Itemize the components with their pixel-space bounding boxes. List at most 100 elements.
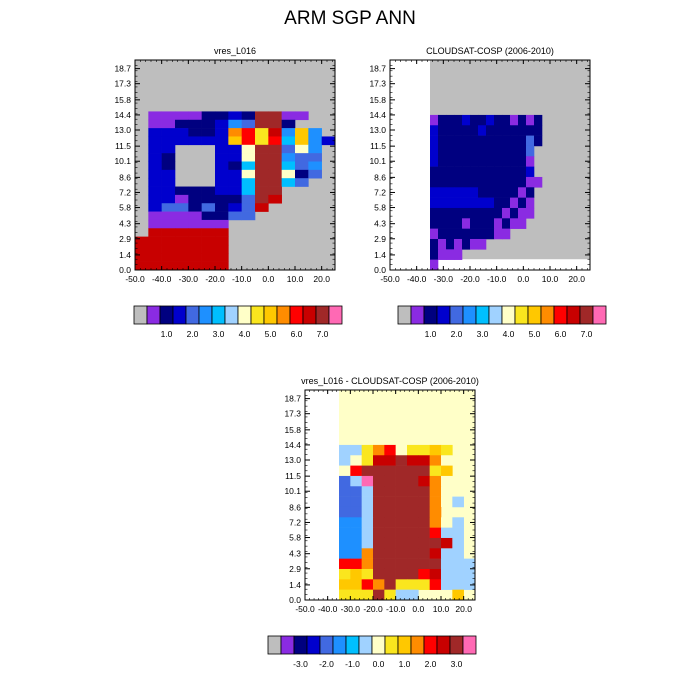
- heatmap-cell: [373, 517, 385, 528]
- heatmap-cell: [339, 465, 351, 477]
- heatmap-cell: [441, 537, 453, 549]
- heatmap-cell: [494, 197, 503, 209]
- heatmap-cell: [462, 114, 471, 126]
- heatmap-cell: [395, 496, 408, 508]
- x-tick-label: 10.0: [287, 274, 304, 284]
- heatmap-cell: [215, 153, 229, 162]
- heatmap-cell: [470, 135, 479, 147]
- heatmap-cell: [441, 548, 453, 559]
- panel-title: CLOUDSAT-COSP (2006-2010): [426, 46, 554, 56]
- heatmap-cell: [454, 135, 463, 147]
- heatmap-cell: [470, 228, 479, 240]
- heatmap-cell: [478, 197, 487, 209]
- heatmap-cell: [395, 568, 408, 580]
- y-tick-label: 4.3: [119, 219, 131, 229]
- heatmap-cell: [161, 128, 176, 137]
- heatmap-cell: [373, 486, 385, 497]
- colorbar-box: [475, 305, 490, 325]
- heatmap-cell: [510, 135, 519, 147]
- heatmap-cell: [395, 475, 408, 487]
- heatmap-cell: [494, 114, 503, 126]
- heatmap-cell: [268, 111, 282, 121]
- heatmap-cell: [534, 125, 543, 136]
- heatmap-cell: [339, 537, 351, 549]
- heatmap-cell: [201, 253, 216, 262]
- heatmap-cell: [470, 197, 479, 209]
- colorbar-box: [280, 635, 295, 655]
- colorbar-box: [185, 305, 200, 325]
- heatmap-cell: [361, 465, 374, 477]
- heatmap-cell: [438, 197, 447, 209]
- heatmap-cell: [486, 114, 495, 126]
- heatmap-cell: [430, 259, 439, 271]
- heatmap-cell: [430, 187, 439, 198]
- heatmap-cell: [228, 186, 242, 196]
- heatmap-cell: [241, 119, 256, 129]
- heatmap-cell: [339, 527, 351, 539]
- heatmap-cell: [373, 589, 385, 601]
- heatmap-cell: [384, 527, 396, 539]
- x-tick-label: -10.0: [232, 274, 252, 284]
- heatmap-cell: [418, 455, 430, 466]
- heatmap-cell: [361, 486, 374, 497]
- x-tick-label: 20.0: [313, 274, 330, 284]
- heatmap-cell: [201, 119, 216, 129]
- heatmap-cell: [161, 144, 176, 154]
- heatmap-cell: [478, 145, 487, 157]
- heatmap-cell: [446, 145, 455, 157]
- heatmap-cell: [175, 136, 189, 146]
- heatmap-cell: [295, 144, 309, 154]
- heatmap-cell: [361, 444, 374, 456]
- heatmap-cell: [384, 475, 396, 487]
- y-tick-label: 5.8: [119, 203, 131, 213]
- heatmap-cell: [361, 579, 374, 590]
- heatmap-cell: [241, 194, 256, 204]
- heatmap-cell: [438, 207, 447, 219]
- heatmap-cell: [478, 187, 487, 198]
- heatmap-cell: [454, 166, 463, 178]
- heatmap-cell: [241, 144, 256, 154]
- heatmap-cell: [228, 194, 242, 204]
- heatmap-cell: [201, 194, 216, 204]
- heatmap-cell: [418, 475, 430, 487]
- heatmap-cell: [148, 244, 162, 254]
- heatmap-cell: [502, 114, 511, 126]
- heatmap-cell: [478, 218, 487, 229]
- heatmap-cell: [161, 236, 176, 246]
- y-tick-label: 7.2: [119, 187, 131, 197]
- heatmap-cell: [268, 136, 282, 146]
- heatmap-cell: [201, 136, 216, 146]
- heatmap-cell: [241, 169, 256, 179]
- heatmap-cell: [228, 136, 242, 146]
- heatmap-cell: [534, 135, 543, 147]
- heatmap-cell: [418, 444, 430, 456]
- colorbar-box: [462, 635, 477, 655]
- heatmap-cell: [454, 207, 463, 219]
- heatmap-cell: [454, 238, 463, 250]
- heatmap-cell: [308, 136, 322, 146]
- heatmap-cell: [452, 579, 464, 590]
- heatmap-cell: [255, 153, 269, 162]
- heatmap-cell: [215, 178, 229, 187]
- heatmap-cell: [268, 194, 282, 204]
- heatmap-cell: [188, 219, 202, 229]
- y-tick-label: 15.8: [114, 95, 131, 105]
- heatmap-cell: [255, 161, 269, 171]
- heatmap-cell: [518, 197, 527, 209]
- heatmap-cell: [454, 125, 463, 136]
- heatmap-cell: [148, 128, 162, 137]
- heatmap-cell: [361, 475, 374, 487]
- heatmap-cell: [510, 114, 519, 126]
- colorbar-label: -3.0: [293, 659, 308, 669]
- heatmap-cell: [350, 558, 362, 570]
- colorbar-box: [449, 635, 464, 655]
- heatmap-cell: [446, 176, 455, 188]
- heatmap-cell: [268, 144, 282, 154]
- heatmap-cell: [268, 161, 282, 171]
- heatmap-cell: [373, 558, 385, 570]
- heatmap-cell: [518, 156, 527, 167]
- heatmap-cell: [215, 161, 229, 171]
- heatmap-cell: [188, 203, 202, 212]
- colorbar-box: [592, 305, 607, 325]
- heatmap-cell: [438, 114, 447, 126]
